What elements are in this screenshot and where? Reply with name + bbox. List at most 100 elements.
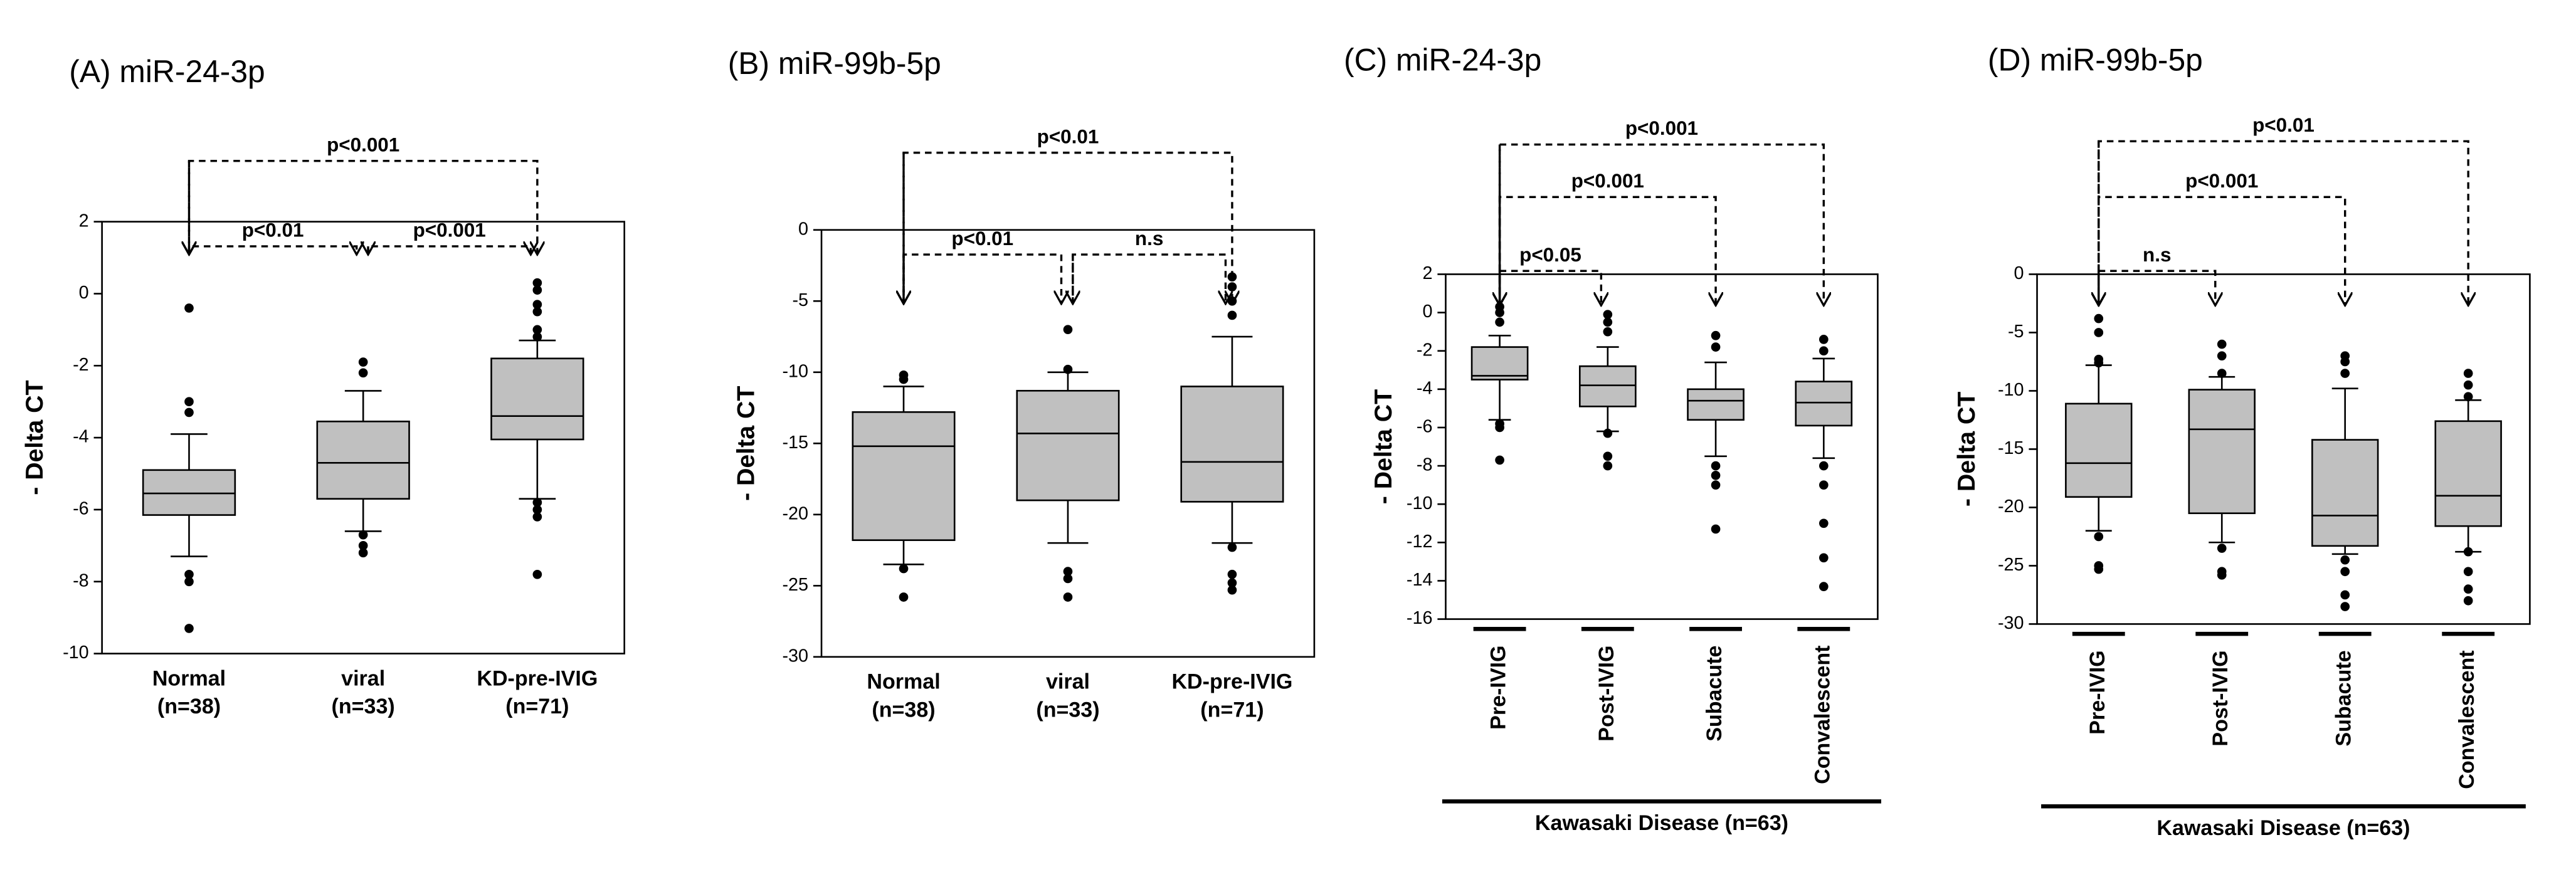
outlier <box>1495 423 1504 433</box>
outlier <box>2463 547 2473 557</box>
outlier <box>1063 325 1073 334</box>
outlier <box>899 564 909 574</box>
outlier <box>1495 455 1504 465</box>
group-label: Kawasaki Disease (n=63) <box>1535 811 1788 835</box>
x-tick-sublabel: (n=33) <box>332 695 395 718</box>
comparison-label: p<0.01 <box>2252 114 2315 136</box>
y-tick-label: 0 <box>2014 263 2024 283</box>
outlier <box>2094 313 2104 323</box>
outlier <box>1227 569 1237 579</box>
x-tick-label: Post-IVIG <box>2209 650 2232 746</box>
panel-title: (C) miR-24-3p <box>1344 43 1541 78</box>
y-tick-label: -20 <box>1998 496 2024 517</box>
outlier <box>1227 310 1237 320</box>
y-tick-label: -30 <box>1998 613 2024 633</box>
y-tick-label: -15 <box>782 433 808 453</box>
outlier <box>2217 544 2227 553</box>
outlier <box>899 592 909 602</box>
y-tick-label: -12 <box>1407 532 1433 552</box>
y-tick-label: 2 <box>1423 263 1433 283</box>
outlier <box>532 569 542 579</box>
plot-frame <box>820 229 1316 658</box>
outlier <box>2217 351 2227 360</box>
outlier <box>184 407 194 418</box>
x-tick-label: KD-pre-IVIG <box>477 667 598 691</box>
x-tick-sublabel: (n=38) <box>157 695 221 718</box>
x-tick-label: viral <box>341 667 385 691</box>
comparison-label: p<0.01 <box>951 228 1013 250</box>
comparison-bracket <box>2098 270 2215 305</box>
outlier <box>1063 567 1073 576</box>
outlier <box>2094 564 2104 574</box>
outlier <box>532 498 542 507</box>
outlier <box>1711 461 1721 471</box>
box <box>142 469 236 516</box>
comparison-label: p<0.001 <box>413 219 486 241</box>
outlier <box>1819 461 1829 471</box>
panel-title: (A) miR-24-3p <box>69 54 265 89</box>
x-tick-sublabel: (n=38) <box>872 698 935 722</box>
x-tick-label: Normal <box>152 667 226 691</box>
comparison-bracket <box>2098 196 2345 305</box>
outlier <box>1495 308 1504 317</box>
outlier <box>1227 542 1237 552</box>
x-tick-label: Subacute <box>1702 645 1726 741</box>
outlier <box>1711 471 1721 480</box>
box <box>2434 420 2502 527</box>
y-tick-label: -5 <box>792 290 808 310</box>
outlier <box>1603 327 1613 337</box>
box <box>2065 402 2133 498</box>
outlier <box>899 374 909 384</box>
outlier <box>1603 428 1613 438</box>
comparison-label: p<0.01 <box>1037 125 1099 147</box>
outlier <box>1063 574 1073 584</box>
y-tick-label: -8 <box>1417 455 1433 475</box>
plot-frame <box>1445 273 1879 620</box>
outlier <box>532 285 542 295</box>
outlier <box>1063 364 1073 374</box>
y-tick-label: -2 <box>1417 340 1433 360</box>
y-tick-label: -8 <box>73 570 89 591</box>
x-tick-sublabel: (n=71) <box>505 695 569 718</box>
y-tick-label: -30 <box>782 646 808 666</box>
y-axis-label: - Delta CT <box>732 386 760 501</box>
x-tick-label: Pre-IVIG <box>2086 650 2109 734</box>
outlier <box>358 541 368 550</box>
outlier <box>2094 328 2104 337</box>
outlier <box>184 569 194 579</box>
box <box>1795 381 1853 427</box>
outlier <box>532 332 542 342</box>
y-tick-label: -10 <box>1407 493 1433 513</box>
box <box>2311 439 2379 547</box>
group-label: Kawasaki Disease (n=63) <box>2156 816 2410 840</box>
comparison-bracket <box>1498 143 1824 306</box>
x-tick-label: Subacute <box>2332 650 2356 746</box>
x-tick-label: Post-IVIG <box>1595 645 1618 741</box>
x-tick-sublabel: (n=71) <box>1200 698 1264 722</box>
outlier <box>532 505 542 515</box>
y-tick-label: -16 <box>1407 608 1433 628</box>
box <box>1016 389 1120 502</box>
outlier <box>2217 369 2227 378</box>
outlier <box>1603 461 1613 471</box>
box <box>316 420 410 500</box>
y-tick-label: 0 <box>798 219 808 239</box>
x-tick-label: Convalescent <box>1810 645 1834 784</box>
outlier <box>532 300 542 310</box>
outlier <box>1603 451 1613 461</box>
y-tick-label: -6 <box>1417 417 1433 437</box>
outlier <box>1227 585 1237 595</box>
outlier <box>2340 602 2350 611</box>
y-tick-label: 0 <box>1423 302 1433 322</box>
outlier <box>2463 596 2473 606</box>
outlier <box>184 303 194 313</box>
outlier <box>1495 317 1504 327</box>
box <box>2188 389 2256 515</box>
y-tick-label: -4 <box>1417 378 1433 398</box>
outlier <box>2463 380 2473 390</box>
comparison-bracket <box>2098 140 2468 305</box>
outlier <box>1711 342 1721 352</box>
outlier <box>2340 567 2350 577</box>
comparison-label: p<0.001 <box>2185 170 2258 192</box>
